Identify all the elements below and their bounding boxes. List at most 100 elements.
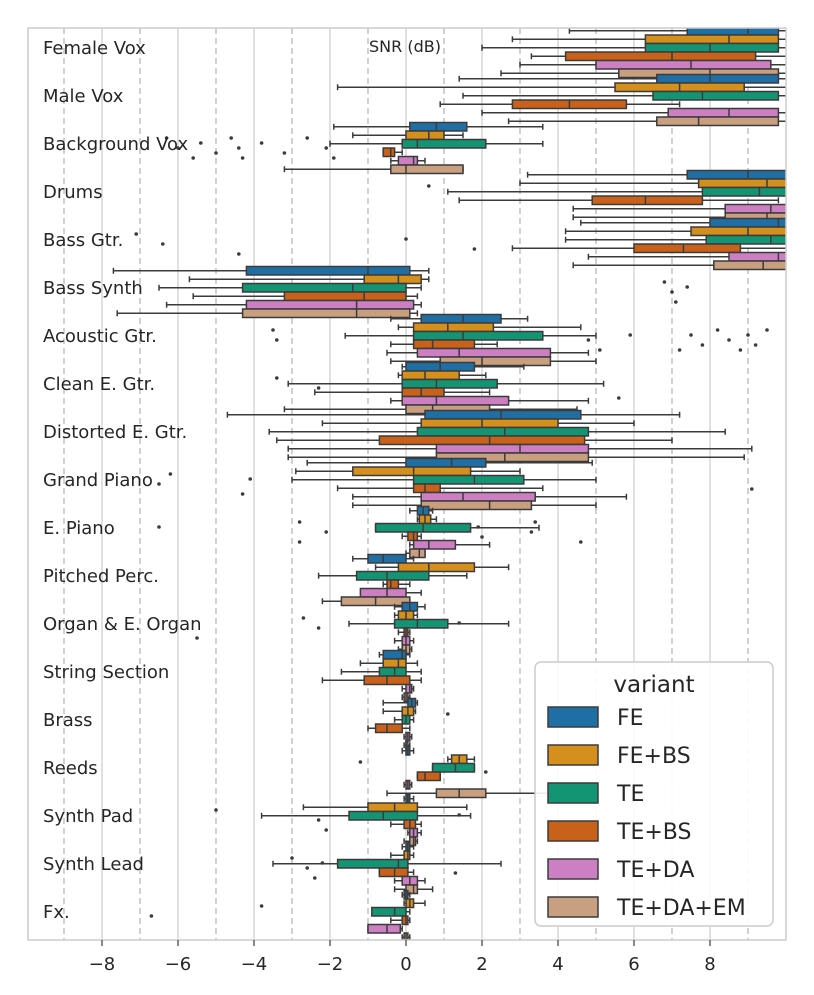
outlier-point bbox=[598, 348, 602, 352]
outlier-point bbox=[472, 247, 477, 251]
box-te-da bbox=[401, 395, 510, 406]
box-te-da bbox=[412, 539, 457, 550]
outlier-point bbox=[358, 760, 363, 764]
box-te-da-em bbox=[439, 356, 552, 367]
box-te-bs bbox=[401, 387, 445, 398]
outlier-point bbox=[259, 904, 264, 908]
box-te-da-em bbox=[435, 788, 487, 799]
box-te bbox=[241, 282, 407, 293]
outlier-point bbox=[533, 520, 537, 524]
category-label: Fx. bbox=[43, 902, 70, 923]
category-group bbox=[272, 841, 502, 895]
outlier-point bbox=[586, 338, 591, 342]
legend-swatch bbox=[547, 706, 599, 728]
legend-label: FE+BS bbox=[617, 744, 691, 769]
category-label: Brass bbox=[43, 710, 93, 731]
box-fe-bs bbox=[412, 322, 495, 333]
outlier-layer bbox=[134, 136, 769, 918]
outlier-point bbox=[765, 328, 769, 332]
outlier-point bbox=[305, 136, 310, 140]
box-fe-bs bbox=[403, 850, 411, 861]
outlier-point bbox=[427, 184, 431, 188]
box-te-bs bbox=[407, 531, 419, 542]
box-fe-bs bbox=[420, 418, 559, 429]
outlier-point bbox=[271, 328, 275, 332]
outlier-point bbox=[240, 156, 245, 160]
category-group bbox=[336, 73, 786, 127]
box-te bbox=[412, 474, 525, 485]
box-fe bbox=[424, 409, 582, 420]
outlier-point bbox=[628, 333, 632, 337]
outlier-point bbox=[229, 136, 233, 140]
category-group bbox=[321, 649, 422, 703]
x-tick-label: 8 bbox=[704, 954, 715, 975]
legend: variant FE FE+BS TE TE+BS TE+DA TE+DA+EM bbox=[534, 661, 774, 927]
outlier-point bbox=[685, 285, 689, 289]
x-tick-label: −2 bbox=[317, 954, 344, 975]
legend-label: TE+BS bbox=[616, 820, 691, 845]
outlier-point bbox=[214, 151, 218, 155]
legend-swatch bbox=[547, 820, 599, 842]
box-te-da bbox=[420, 491, 536, 502]
outlier-point bbox=[480, 535, 484, 539]
outlier-point bbox=[240, 492, 245, 496]
outlier-point bbox=[529, 530, 534, 534]
outlier-point bbox=[404, 237, 408, 241]
outlier-point bbox=[164, 136, 169, 140]
outlier-point bbox=[715, 328, 720, 332]
box-te-da-em bbox=[409, 836, 417, 847]
box-te-bs bbox=[564, 51, 757, 62]
box-te-da-em bbox=[409, 548, 426, 559]
box-te-da bbox=[367, 923, 402, 934]
x-tick-label: −4 bbox=[241, 954, 268, 975]
box-te-da bbox=[359, 587, 407, 598]
outlier-point bbox=[297, 540, 302, 544]
category-label: String Section bbox=[43, 662, 169, 683]
legend-swatch bbox=[547, 858, 599, 880]
category-label: Female Vox bbox=[43, 38, 146, 59]
box-te-da bbox=[724, 203, 786, 214]
category-group bbox=[283, 361, 605, 415]
box-te-bs bbox=[401, 915, 409, 926]
outlier-point bbox=[617, 396, 621, 400]
category-group bbox=[511, 217, 786, 271]
outlier-point bbox=[662, 280, 667, 284]
box-fe bbox=[245, 265, 411, 276]
outlier-point bbox=[446, 712, 450, 716]
box-fe-bs bbox=[401, 370, 460, 381]
box-te bbox=[705, 234, 786, 245]
legend-swatch bbox=[547, 896, 599, 918]
outlier-point bbox=[168, 472, 173, 476]
box-te bbox=[378, 666, 407, 677]
outlier-point bbox=[176, 146, 180, 150]
legend-swatch bbox=[547, 782, 599, 804]
box-te bbox=[355, 570, 430, 581]
box-fe bbox=[409, 121, 468, 132]
box-te-bs bbox=[416, 771, 441, 782]
category-label: Grand Piano bbox=[43, 470, 153, 491]
outlier-point bbox=[313, 876, 317, 880]
outlier-point bbox=[316, 386, 321, 390]
legend-title: variant bbox=[613, 672, 694, 698]
box-te bbox=[371, 906, 407, 917]
box-te-da bbox=[595, 59, 772, 70]
outlier-point bbox=[746, 333, 750, 337]
box-fe-bs bbox=[690, 226, 786, 237]
legend-swatch bbox=[547, 744, 599, 766]
category-group bbox=[260, 793, 472, 847]
category-group bbox=[226, 409, 753, 463]
category-label: Synth Lead bbox=[43, 854, 144, 875]
category-group bbox=[112, 265, 430, 319]
box-te-da-em bbox=[713, 260, 786, 271]
box-te bbox=[401, 378, 498, 389]
plot-frame bbox=[27, 27, 787, 941]
category-group bbox=[317, 553, 510, 607]
box-te bbox=[336, 858, 409, 869]
legend-label: TE+DA bbox=[616, 858, 694, 883]
box-te-bs bbox=[283, 291, 407, 302]
category-label: E. Piano bbox=[43, 518, 115, 539]
box-fe-bs bbox=[405, 130, 445, 141]
outlier-point bbox=[149, 914, 154, 918]
box-fe bbox=[367, 553, 407, 564]
category-label: Reeds bbox=[43, 758, 98, 779]
